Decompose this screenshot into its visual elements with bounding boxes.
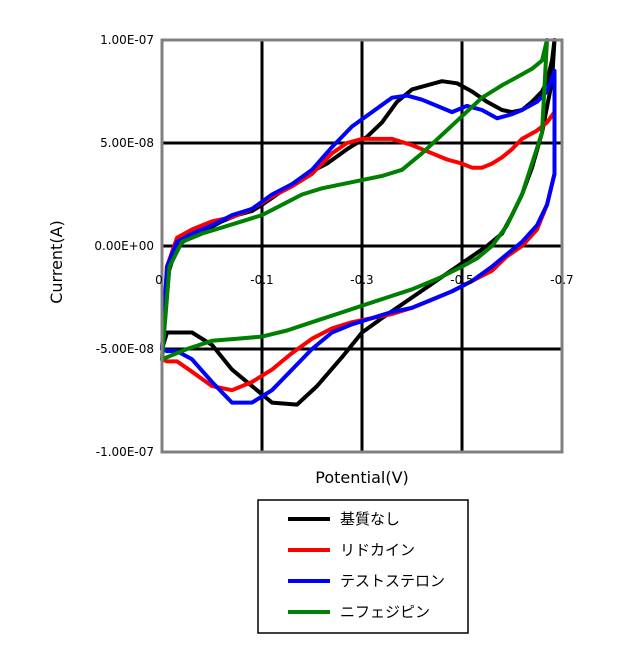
y-tick-label: -5.00E-08 (96, 342, 154, 356)
series-lines (160, 38, 557, 407)
y-axis-title: Current(A) (47, 220, 66, 304)
x-tick-label: -0.5 (450, 273, 473, 287)
x-tick-label: -0.3 (350, 273, 373, 287)
y-tick-label: 0.00E+00 (94, 239, 154, 253)
legend-label: ニフェジピン (340, 603, 430, 621)
series-line-3 (160, 38, 549, 362)
x-axis-title: Potential(V) (315, 468, 409, 487)
plot-area-border (160, 38, 564, 454)
y-axis-tick-labels: 1.00E-07 5.00E-08 0.00E+00 -5.00E-08 -1.00E-… (94, 33, 154, 459)
y-tick-label: 1.00E-07 (100, 33, 154, 47)
series-line-2 (160, 68, 557, 405)
y-tick-label: 5.00E-08 (100, 136, 154, 150)
x-axis-tick-labels: 0 -0.1 -0.3 -0.5 -0.7 (155, 273, 574, 287)
y-tick-label: -1.00E-07 (96, 445, 154, 459)
x-tick-label: -0.1 (250, 273, 273, 287)
legend-label: リドカイン (340, 541, 415, 559)
x-tick-label: -0.7 (550, 273, 573, 287)
legend-label: 基質なし (340, 510, 400, 528)
x-tick-label: 0 (155, 273, 163, 287)
legend-label: テストステロン (340, 572, 445, 590)
